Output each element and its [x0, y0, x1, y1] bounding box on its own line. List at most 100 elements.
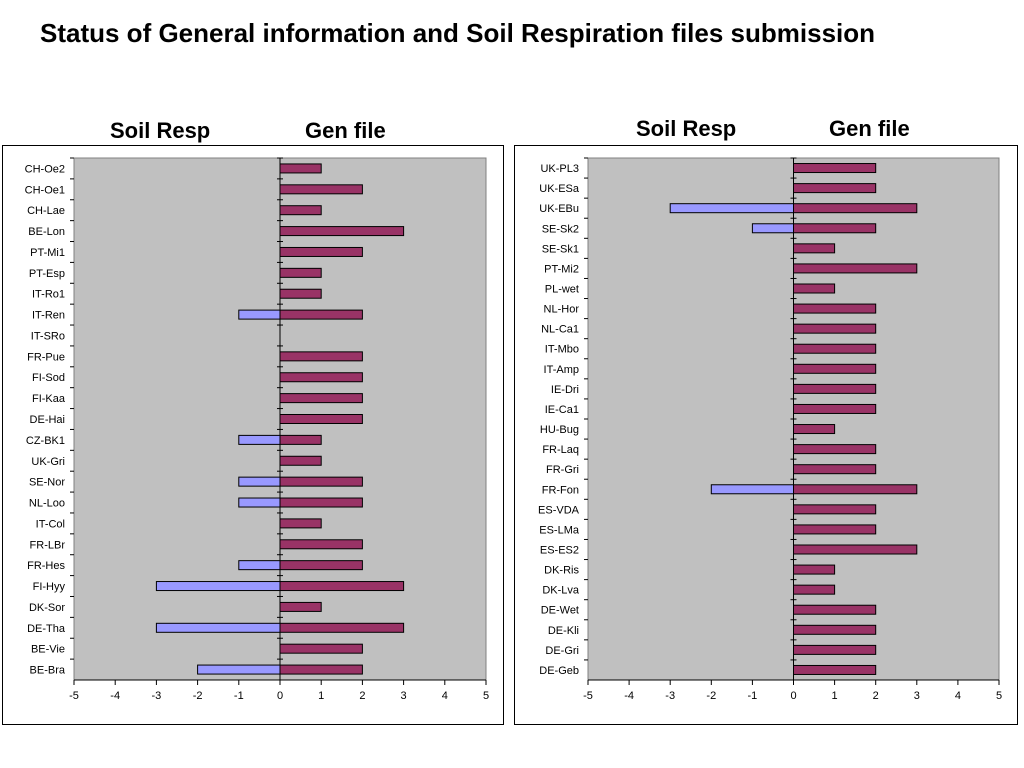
left-bar-gen-file — [279, 184, 363, 195]
left-category-label: FR-Pue — [27, 351, 65, 363]
right-category-label: ES-LMa — [539, 524, 580, 536]
right-bar-gen-file — [793, 644, 877, 655]
right-category-label: NL-Hor — [544, 304, 580, 316]
left-category-label: DE-Hai — [30, 414, 65, 426]
left-x-tick-label: 4 — [442, 690, 448, 702]
left-category-label: NL-Loo — [29, 498, 65, 510]
left-category-label: IT-Ro1 — [32, 289, 65, 301]
left-category-label: CH-Lae — [27, 205, 65, 217]
right-category-label: DK-Lva — [542, 585, 580, 597]
left-category-label: DK-Sor — [29, 602, 65, 614]
right-category-label: DE-Gri — [545, 645, 579, 657]
right-category-label: DK-Ris — [544, 565, 579, 577]
right-category-label: UK-ESa — [539, 183, 580, 195]
right-x-tick-label: -5 — [583, 690, 593, 702]
right-bar-soil-resp — [710, 484, 794, 495]
right-category-label: IE-Dri — [551, 384, 579, 396]
left-bar-soil-resp — [155, 581, 281, 592]
left-bar-gen-file — [279, 246, 363, 257]
left-x-tick-label: 1 — [318, 690, 324, 702]
left-category-label: CZ-BK1 — [26, 435, 65, 447]
left-bar-soil-resp — [238, 476, 281, 487]
left-x-tick-label: -5 — [69, 690, 79, 702]
right-bar-gen-file — [793, 424, 836, 435]
left-bar-gen-file — [279, 664, 363, 675]
left-bar-gen-file — [279, 601, 322, 612]
right-bar-soil-resp — [751, 223, 794, 234]
right-gen-file-header: Gen file — [829, 116, 910, 141]
left-category-label: CH-Oe2 — [25, 163, 65, 175]
right-category-label: FR-Fon — [542, 484, 579, 496]
right-bar-soil-resp — [669, 203, 794, 214]
right-x-tick-label: -4 — [624, 690, 634, 702]
left-x-tick-label: -4 — [110, 690, 120, 702]
right-bar-gen-file — [793, 444, 877, 455]
left-category-label: IT-SRo — [31, 330, 65, 342]
right-category-label: DE-Kli — [548, 625, 579, 637]
left-soil-resp-header: Soil Resp — [110, 118, 211, 143]
right-x-tick-label: 1 — [832, 690, 838, 702]
right-category-label: UK-PL3 — [540, 163, 579, 175]
left-category-label: FR-Hes — [27, 560, 65, 572]
right-category-label: SE-Sk1 — [542, 243, 579, 255]
left-bar-gen-file — [279, 351, 363, 362]
left-bar-gen-file — [279, 434, 322, 445]
right-bar-gen-file — [793, 263, 918, 274]
right-bar-gen-file — [793, 664, 877, 675]
right-chart-panel: -5 -4 -3 -2 -1 0 1 2 3 4 5 UK-PL3 UK-ESa UK-EBu SE-Sk2… — [514, 145, 1018, 725]
left-x-tick-label: -3 — [152, 690, 162, 702]
right-bar-gen-file — [793, 584, 836, 595]
left-x-tick-label: -2 — [193, 690, 203, 702]
left-bar-gen-file — [279, 497, 363, 508]
left-bar-gen-file — [279, 372, 363, 383]
left-bar-gen-file — [279, 267, 322, 278]
left-category-label: BE-Bra — [30, 665, 66, 677]
right-bar-gen-file — [793, 383, 877, 394]
right-category-label: IT-Amp — [544, 364, 579, 376]
right-category-label: IE-Ca1 — [545, 404, 579, 416]
left-category-label: BE-Vie — [31, 644, 65, 656]
right-category-label: DE-Wet — [541, 605, 579, 617]
left-bar-gen-file — [279, 643, 363, 654]
right-bar-chart: -5 -4 -3 -2 -1 0 1 2 3 4 5 UK-PL3 UK-ESa UK-EBu SE-Sk2… — [538, 157, 1002, 702]
left-category-label: PT-Mi1 — [30, 247, 65, 259]
right-bar-gen-file — [793, 183, 877, 194]
left-bar-gen-file — [279, 518, 322, 529]
left-bar-chart: -5 -4 -3 -2 -1 0 1 2 3 4 5 CH-Oe2 CH-Oe1 CH-Lae BE-Lon… — [25, 157, 489, 702]
left-bar-soil-resp — [238, 497, 281, 508]
left-category-label: DE-Tha — [27, 623, 66, 635]
left-bar-gen-file — [279, 560, 363, 571]
right-x-tick-label: -2 — [706, 690, 716, 702]
left-bar-gen-file — [279, 476, 363, 487]
left-bar-soil-resp — [238, 309, 281, 320]
left-bar-gen-file — [279, 288, 322, 299]
right-bar-gen-file — [793, 544, 918, 555]
right-bar-gen-file — [793, 624, 877, 635]
left-category-label: FR-LBr — [30, 539, 66, 551]
right-category-label: PT-Mi2 — [544, 263, 579, 275]
left-bar-gen-file — [279, 622, 405, 633]
right-bar-gen-file — [793, 343, 877, 354]
left-bar-soil-resp — [238, 560, 281, 571]
left-chart-panel: -5 -4 -3 -2 -1 0 1 2 3 4 5 CH-Oe2 CH-Oe1 CH-Lae BE-Lon… — [2, 145, 504, 725]
right-x-tick-label: 5 — [996, 690, 1002, 702]
right-x-tick-label: 3 — [914, 690, 920, 702]
right-category-label: FR-Gri — [546, 464, 579, 476]
right-soil-resp-header: Soil Resp — [636, 116, 737, 141]
left-category-label: SE-Nor — [29, 477, 65, 489]
right-bar-gen-file — [793, 363, 877, 374]
right-category-label: SE-Sk2 — [542, 223, 579, 235]
left-category-label: CH-Oe1 — [25, 184, 65, 196]
left-category-label: IT-Col — [36, 518, 65, 530]
right-bar-gen-file — [793, 604, 877, 615]
right-bar-gen-file — [793, 303, 877, 314]
right-category-label: DE-Geb — [539, 665, 579, 677]
left-x-tick-label: 0 — [277, 690, 283, 702]
left-x-tick-label: 2 — [359, 690, 365, 702]
right-bar-gen-file — [793, 243, 836, 254]
left-bar-gen-file — [279, 581, 405, 592]
left-category-label: UK-Gri — [31, 456, 65, 468]
right-category-label: PL-wet — [545, 284, 579, 296]
left-bar-soil-resp — [238, 434, 281, 445]
left-bar-gen-file — [279, 205, 322, 216]
